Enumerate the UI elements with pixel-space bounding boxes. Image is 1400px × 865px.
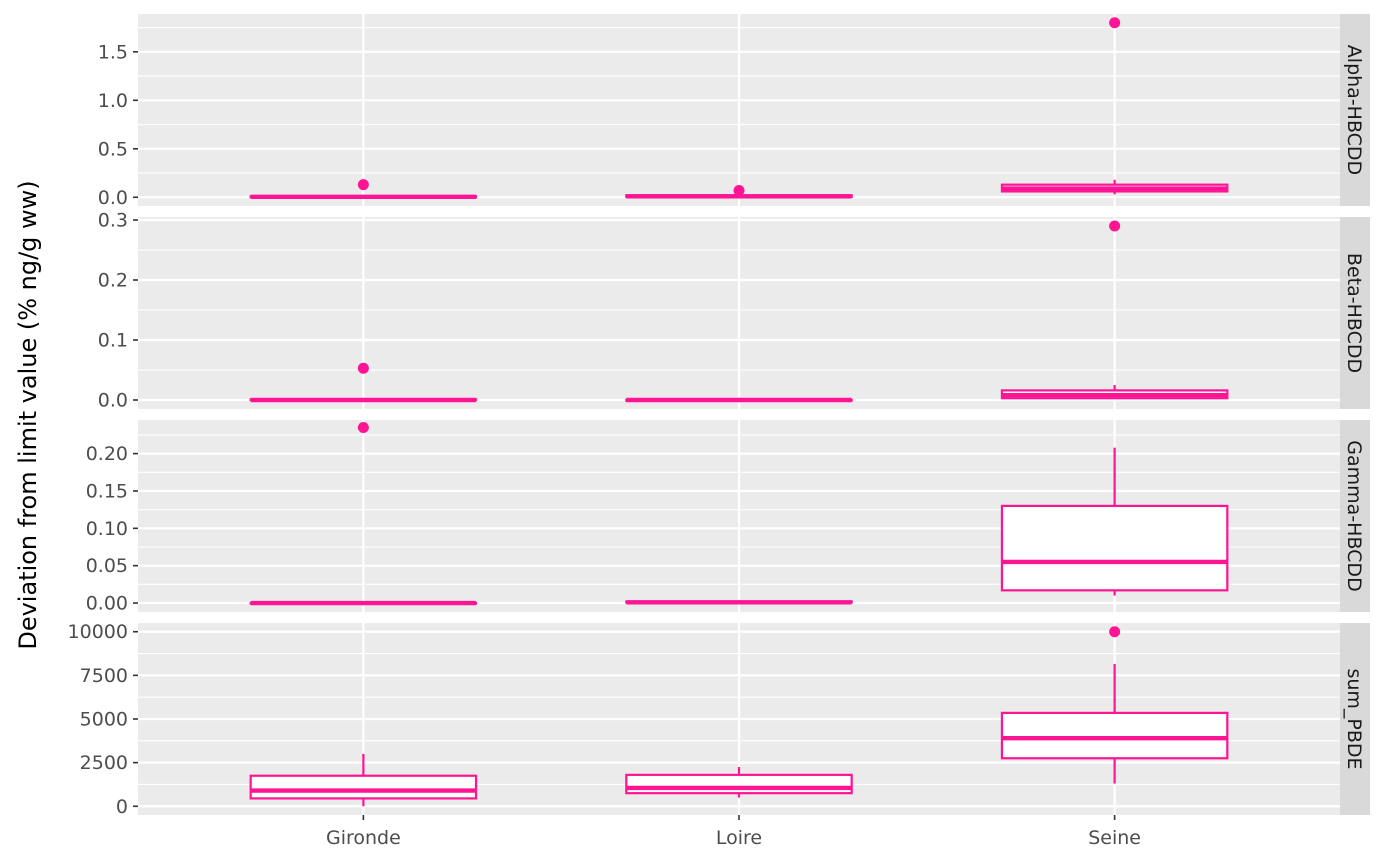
y-tick-label: 0.0 <box>98 390 128 412</box>
facet-strip-label: Beta-HBCDD <box>1343 253 1365 373</box>
y-tick-label: 7500 <box>80 665 128 687</box>
y-tick-label: 2500 <box>80 752 128 774</box>
y-tick-label: 1.5 <box>98 41 128 63</box>
outlier-point <box>1109 626 1121 638</box>
facet-panel: 0 2500 5000 7500 10000 sum_PBDE <box>68 621 1370 818</box>
facet-strip-label: sum_PBDE <box>1343 668 1365 769</box>
x-tick-label: Seine <box>1088 827 1141 849</box>
boxplot-loire <box>625 397 853 403</box>
boxplot-gironde <box>249 179 478 199</box>
outlier-point <box>1109 17 1121 29</box>
facet-strip-label: Alpha-HBCDD <box>1343 45 1365 175</box>
facet-strip <box>1340 420 1370 612</box>
y-tick-label: 1.0 <box>98 90 128 112</box>
facet-panel: 0.0 0.5 1.0 1.5 Alpha-HBCDD <box>98 14 1370 209</box>
y-tick-label: 0.2 <box>98 270 128 292</box>
facet-strip <box>1340 623 1370 815</box>
y-tick-label: 0.15 <box>86 480 128 502</box>
boxplot-seine <box>1000 17 1229 195</box>
boxplot-loire <box>625 184 853 199</box>
box-iqr <box>1000 711 1229 760</box>
boxplot-loire <box>625 767 853 798</box>
y-tick-label: 0.5 <box>98 138 128 160</box>
y-tick-label: 5000 <box>80 709 128 731</box>
y-tick-label: 0 <box>116 796 128 818</box>
outlier-point <box>357 362 369 374</box>
outlier-point <box>357 179 369 191</box>
outlier-point <box>733 184 745 196</box>
boxplot-gironde <box>249 753 478 807</box>
y-tick-label: 0.00 <box>86 593 128 615</box>
boxplot-seine <box>1000 626 1229 784</box>
facet-panel: 0.0 0.1 0.2 0.3 Beta-HBCDD <box>98 210 1370 412</box>
y-tick-label: 0.1 <box>98 330 128 352</box>
outlier-point <box>357 421 369 433</box>
boxplot-seine <box>1000 220 1229 400</box>
outlier-point <box>1109 220 1121 232</box>
x-tick-label: Gironde <box>326 827 401 849</box>
box-iqr <box>249 774 478 800</box>
y-tick-label: 0.20 <box>86 443 128 465</box>
y-axis-title: Deviation from limit value (% ng/g ww) <box>14 180 42 649</box>
x-axis: Gironde Loire Seine <box>326 815 1141 849</box>
facet-panel: 0.00 0.05 0.10 0.15 0.20 Gamma-HBCDD <box>86 420 1370 615</box>
boxplot-gironde <box>249 362 478 403</box>
facet-strip <box>1340 14 1370 206</box>
box-iqr <box>1000 504 1229 592</box>
y-tick-label: 10000 <box>68 621 128 643</box>
boxplot-gironde <box>249 421 478 606</box>
facet-panels: 0.0 0.5 1.0 1.5 Alpha-HBCDD 0.0 0.1 0.2 0.3 Beta-… <box>68 14 1370 818</box>
y-tick-label: 0.3 <box>98 210 128 232</box>
y-tick-label: 0.0 <box>98 187 128 209</box>
facet-strip-label: Gamma-HBCDD <box>1343 440 1365 591</box>
boxplot-loire <box>625 600 853 605</box>
facet-strip <box>1340 217 1370 409</box>
boxplot-seine <box>1000 447 1229 596</box>
y-tick-label: 0.05 <box>86 555 128 577</box>
y-tick-label: 0.10 <box>86 518 128 540</box>
x-tick-label: Loire <box>716 827 762 849</box>
box-iqr <box>625 773 853 795</box>
